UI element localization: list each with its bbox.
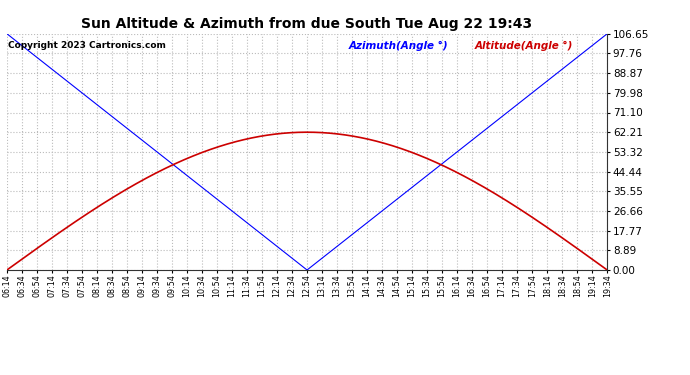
- Text: Copyright 2023 Cartronics.com: Copyright 2023 Cartronics.com: [8, 41, 166, 50]
- Text: Azimuth(Angle °): Azimuth(Angle °): [349, 41, 448, 51]
- Text: Altitude(Angle °): Altitude(Angle °): [475, 41, 573, 51]
- Title: Sun Altitude & Azimuth from due South Tue Aug 22 19:43: Sun Altitude & Azimuth from due South Tu…: [81, 17, 533, 31]
